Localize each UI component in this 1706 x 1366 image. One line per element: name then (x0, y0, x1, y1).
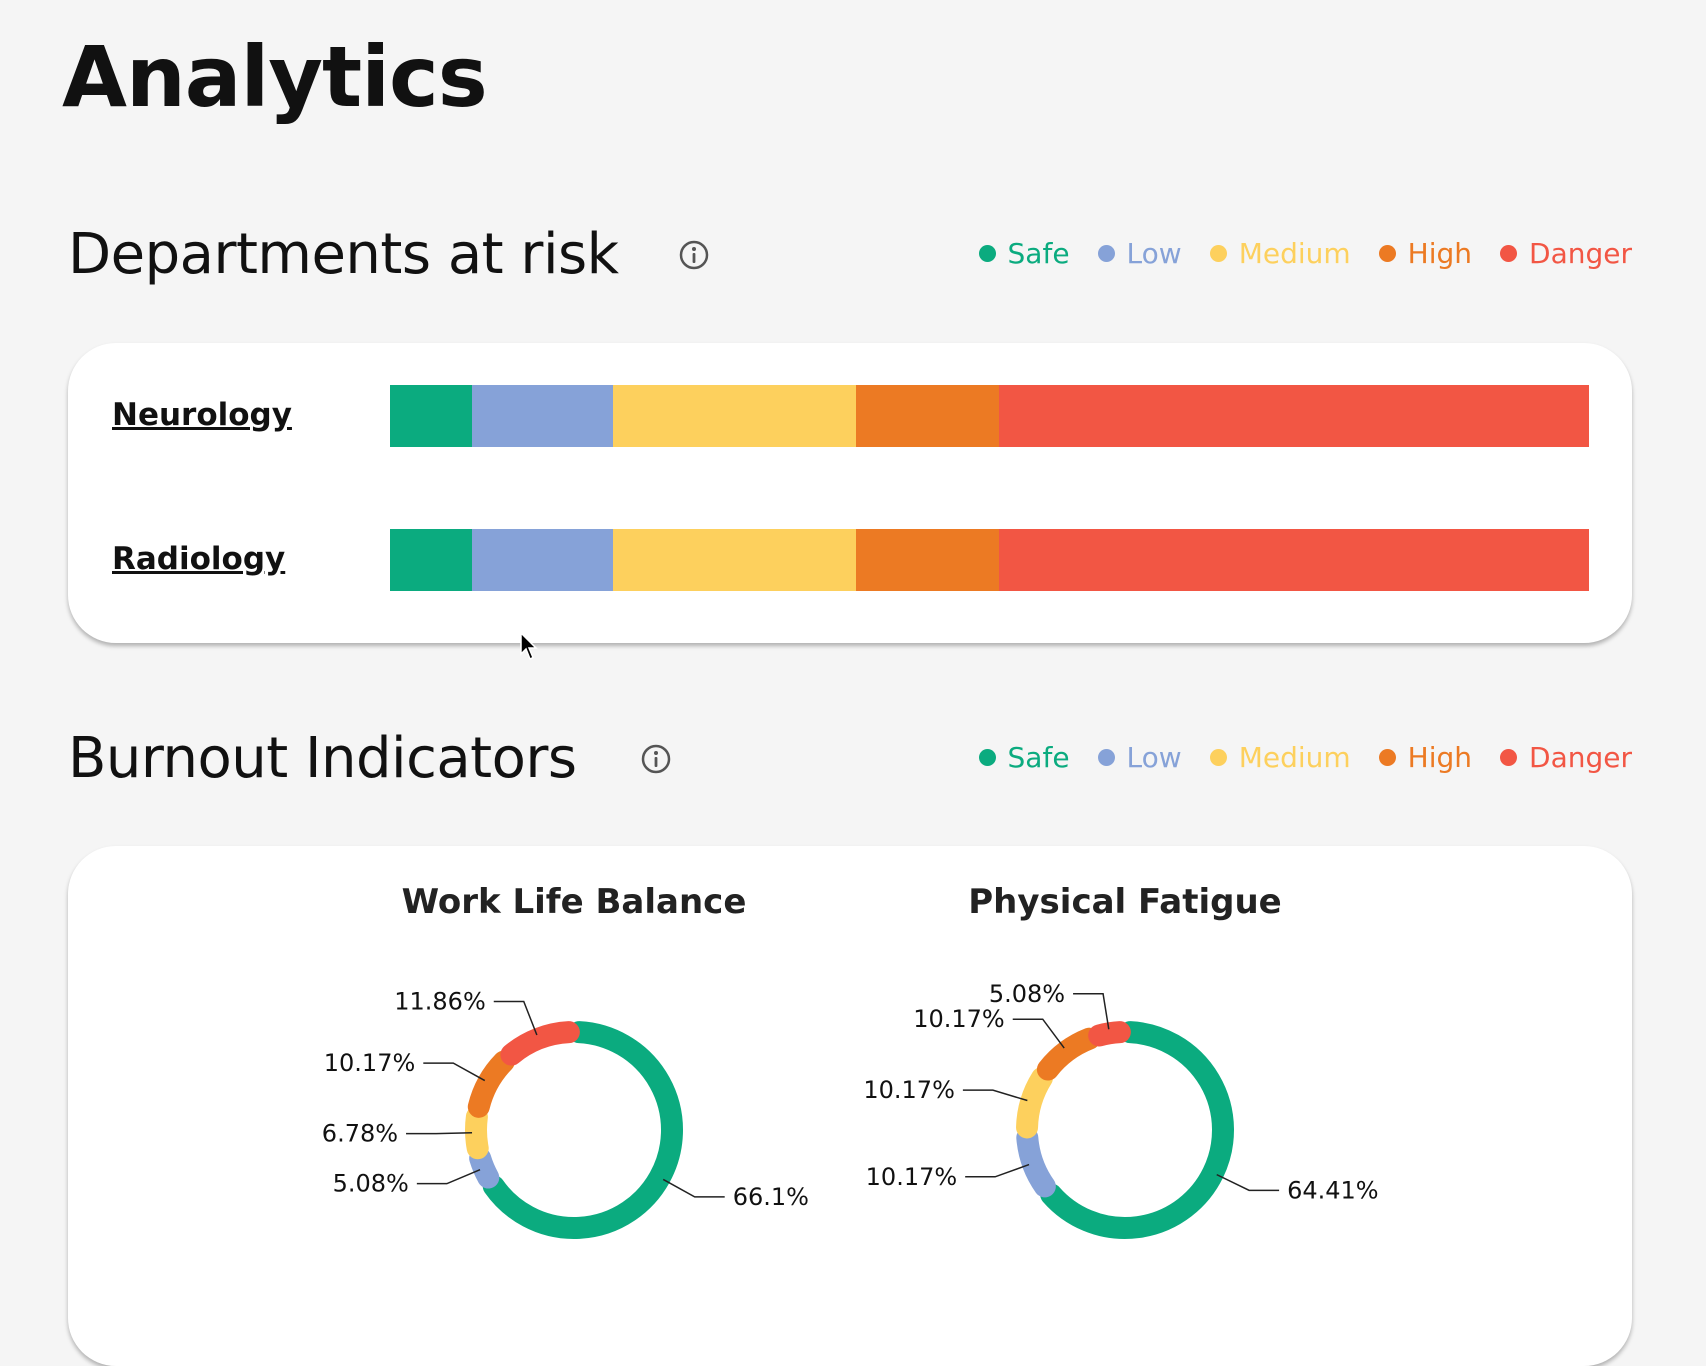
info-icon[interactable] (640, 743, 672, 775)
legend-label: Medium (1238, 237, 1351, 270)
safe-dot-icon (978, 749, 996, 766)
burnout-title: Burnout Indicators (68, 726, 577, 791)
donut-slice-danger (500, 1021, 580, 1066)
bar-segment-medium (613, 385, 857, 447)
bar-segment-low (471, 529, 613, 591)
mouse-cursor-icon (520, 632, 538, 661)
legend-item-medium: Medium (1209, 741, 1351, 774)
slice-label: 5.08% (333, 1170, 409, 1198)
danger-dot-icon (1500, 749, 1518, 766)
slice-label: 5.08% (989, 980, 1065, 1008)
low-dot-icon (1097, 245, 1115, 262)
legend-label: Low (1126, 741, 1182, 774)
label-leader-line (965, 1163, 1030, 1178)
danger-dot-icon (1500, 245, 1518, 262)
bar-segment-low (471, 385, 613, 447)
burnout-legend: Safe Low Medium High Danger (978, 741, 1632, 774)
burnout-card: Work Life Balance 66.1% 5.08% 6.78% 10.17% 11… (68, 846, 1632, 1366)
burnout-charts: Work Life Balance 66.1% 5.08% 6.78% 10.17% 11… (322, 882, 1379, 1239)
bar-segment-safe (390, 529, 472, 591)
donut-slice-low (1016, 1126, 1056, 1198)
slice-label: 10.17% (866, 1163, 958, 1191)
page-title: Analytics (62, 28, 488, 126)
slice-label: 66.1% (733, 1183, 809, 1211)
departments-title: Departments at risk (68, 222, 619, 287)
legend-item-low: Low (1097, 237, 1182, 270)
legend-label: High (1407, 741, 1473, 774)
slice-label: 64.41% (1287, 1176, 1379, 1204)
department-link-radiology[interactable]: Radiology (112, 541, 286, 577)
legend-label: Danger (1529, 741, 1632, 774)
safe-dot-icon (978, 245, 996, 262)
department-row-radiology: Radiology (112, 529, 1592, 591)
legend-label: Medium (1238, 741, 1351, 774)
department-link-neurology[interactable]: Neurology (112, 397, 292, 433)
department-row-neurology: Neurology (112, 385, 1592, 447)
legend-item-safe: Safe (978, 741, 1070, 774)
legend-item-high: High (1378, 237, 1473, 270)
departments-header: Departments at risk Safe Low Medium High… (68, 215, 1632, 295)
medium-dot-icon (1209, 749, 1227, 766)
donut-slice-medium (465, 1105, 489, 1160)
donut-slice-danger (1088, 1021, 1131, 1047)
legend-label: Safe (1007, 741, 1070, 774)
legend-item-low: Low (1097, 741, 1182, 774)
donut-slice-high (1036, 1027, 1101, 1081)
bar-segment-high (856, 529, 1000, 591)
bar-segment-safe (390, 385, 472, 447)
slice-label: 11.86% (394, 987, 486, 1015)
legend-item-danger: Danger (1500, 237, 1632, 270)
donut-slice-low (469, 1147, 500, 1189)
bar-segment-high (856, 385, 1000, 447)
donut-slice-high (467, 1050, 515, 1118)
label-leader-line (416, 1168, 481, 1185)
departments-card: Neurology Radiology (68, 343, 1632, 643)
legend-item-danger: Danger (1500, 741, 1632, 774)
chart-title: Work Life Balance (402, 882, 747, 922)
legend-label: Low (1126, 237, 1182, 270)
info-icon[interactable] (678, 239, 710, 271)
label-leader-line (1012, 1018, 1065, 1049)
department-bar-radiology (390, 529, 1589, 591)
chart-title: Physical Fatigue (968, 882, 1281, 922)
label-leader-line (423, 1062, 486, 1082)
slice-label: 10.17% (324, 1049, 416, 1077)
donut-slice-medium (1016, 1066, 1053, 1139)
bar-segment-danger (999, 385, 1589, 447)
bar-segment-danger (999, 529, 1589, 591)
medium-dot-icon (1209, 245, 1227, 262)
legend-label: Danger (1529, 237, 1632, 270)
legend-item-high: High (1378, 741, 1473, 774)
slice-label: 6.78% (322, 1120, 398, 1148)
label-leader-line (493, 1000, 538, 1036)
bar-segment-medium (613, 529, 857, 591)
low-dot-icon (1097, 749, 1115, 766)
label-leader-line (406, 1131, 473, 1135)
label-leader-line (662, 1178, 725, 1198)
label-leader-line (962, 1089, 1028, 1102)
label-leader-line (1073, 993, 1110, 1030)
legend-item-safe: Safe (978, 237, 1070, 270)
high-dot-icon (1378, 245, 1396, 262)
slice-label: 10.17% (863, 1076, 955, 1104)
department-bar-neurology (390, 385, 1589, 447)
label-leader-line (1216, 1173, 1280, 1192)
legend-item-medium: Medium (1209, 237, 1351, 270)
high-dot-icon (1378, 749, 1396, 766)
slice-label: 10.17% (913, 1005, 1005, 1033)
departments-legend: Safe Low Medium High Danger (978, 237, 1632, 270)
donut-slice-safe (482, 1021, 683, 1239)
legend-label: Safe (1007, 237, 1070, 270)
donut-slice-safe (1040, 1021, 1234, 1239)
legend-label: High (1407, 237, 1473, 270)
burnout-header: Burnout Indicators Safe Low Medium High … (68, 719, 1632, 799)
